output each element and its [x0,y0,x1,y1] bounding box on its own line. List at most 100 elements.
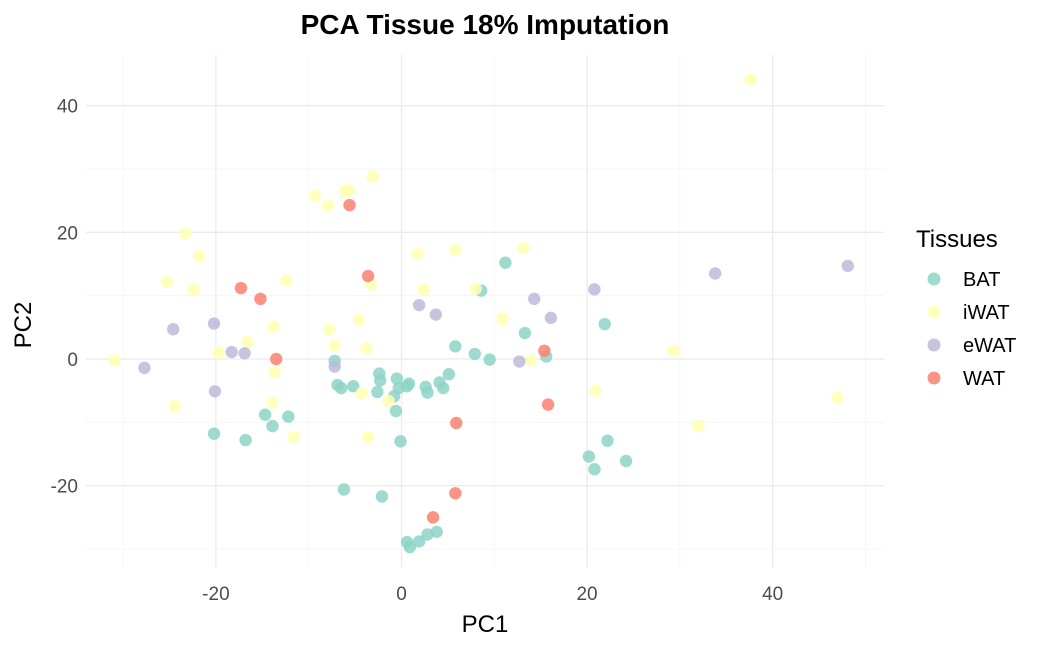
data-point-bat [468,347,481,361]
legend-item-iwat: iWAT [927,302,1010,324]
data-point-ewat [412,298,426,312]
data-point-wat [270,352,283,366]
data-point-bat [499,256,512,269]
legend-swatch [927,272,941,286]
data-point-iwat [287,430,301,444]
data-point-iwat [328,339,341,352]
series-iwat [108,73,844,444]
data-point-bat [483,353,496,366]
data-point-iwat [108,354,121,367]
data-point-ewat [225,345,238,359]
data-point-iwat [355,387,368,400]
data-point-ewat [841,259,855,273]
data-point-bat [390,372,404,385]
x-tick-label: 0 [396,584,407,605]
data-point-bat [389,404,403,418]
data-point-wat [541,398,555,411]
series-wat [234,198,555,524]
legend-item-bat: BAT [927,269,1000,291]
x-tick-label: 20 [576,584,597,605]
data-point-ewat [708,267,722,280]
x-tick-label: 40 [762,584,783,605]
x-axis-title: PC1 [462,611,509,638]
legend-item-wat: WAT [927,368,1005,390]
legend-title: Tissues [916,226,998,253]
data-point-bat [598,317,611,331]
data-point-iwat [280,274,293,287]
plot-grid [86,55,884,568]
data-point-iwat [322,323,336,336]
data-point-bat [394,435,407,448]
data-point-ewat [513,355,526,368]
data-point-bat [601,434,614,447]
legend-swatch [927,371,941,385]
data-point-ewat [527,292,541,306]
y-tick-label: 20 [57,223,78,244]
legend-label: BAT [963,269,1000,291]
data-point-wat [450,416,463,430]
data-point-iwat [589,384,602,397]
data-point-iwat [516,241,530,255]
chart-title: PCA Tissue 18% Imputation [301,9,670,40]
data-point-bat [588,463,601,476]
data-point-bat [375,490,389,503]
data-point-ewat [429,308,443,321]
data-point-iwat [179,227,192,240]
data-point-iwat [361,431,375,444]
data-point-bat [373,374,387,387]
data-point-iwat [266,396,279,409]
data-point-ewat [167,323,180,336]
data-point-bat [421,386,434,399]
data-point-bat [266,419,279,433]
data-point-ewat [544,311,558,325]
data-point-bat [412,535,426,548]
data-point-bat [403,540,417,554]
legend: Tissues BAT iWAT eWAT WAT [916,226,1016,390]
data-point-iwat [382,394,395,407]
data-point-bat [582,450,596,463]
legend-label: WAT [963,368,1005,390]
data-point-iwat [168,400,182,413]
y-tick-label: 40 [57,97,78,118]
legend-swatch [927,305,941,319]
data-point-bat [518,326,532,340]
y-tick-label: -20 [51,477,78,498]
data-points [108,73,855,554]
data-point-iwat [417,283,430,296]
data-point-wat [426,511,440,524]
data-point-iwat [352,313,366,326]
data-point-iwat [831,391,844,404]
data-point-ewat [588,283,601,296]
data-point-iwat [667,344,680,357]
data-point-bat [347,380,360,393]
data-point-wat [254,292,267,306]
legend-item-ewat: eWAT [927,335,1016,357]
data-point-bat [449,340,462,353]
data-point-ewat [208,385,222,398]
data-point-iwat [449,243,462,257]
data-point-iwat [212,346,225,359]
legend-items: BAT iWAT eWAT WAT [927,269,1016,390]
data-point-iwat [321,199,335,212]
data-point-iwat [469,282,482,295]
data-point-iwat [193,249,206,262]
data-point-bat [282,410,295,423]
legend-label: eWAT [963,335,1016,357]
data-point-bat [442,368,456,381]
data-point-bat [337,483,351,496]
data-point-iwat [524,354,537,367]
x-tick-label: -20 [202,584,229,605]
data-point-ewat [207,317,221,330]
data-point-wat [234,281,248,295]
data-point-bat [334,381,348,395]
data-point-iwat [160,275,173,288]
series-bat [207,256,633,554]
data-point-ewat [328,360,341,373]
data-point-bat [437,381,450,395]
data-point-wat [538,344,551,357]
axis-ticks: -20 0 20 40 -20 0 20 40 [51,97,784,605]
data-point-iwat [308,189,322,202]
data-point-iwat [267,320,280,333]
data-point-iwat [744,73,757,86]
data-point-wat [343,198,356,212]
